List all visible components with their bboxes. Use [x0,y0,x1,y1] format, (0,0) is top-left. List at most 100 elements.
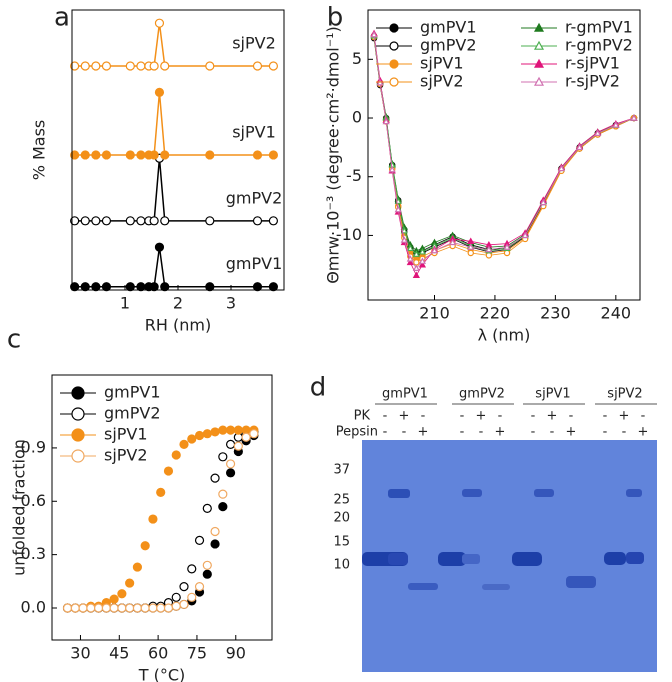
marker [218,452,228,462]
marker [268,150,278,160]
legend-label: sjPV2 [420,72,464,91]
marker [205,282,215,292]
marker [80,61,90,71]
marker [149,216,159,226]
marker [430,246,439,254]
marker [205,150,215,160]
sign: - [479,425,484,440]
marker [156,603,166,613]
row-label: Pepsin [336,425,378,440]
marker [101,603,111,613]
legend-label: gmPV1 [104,383,161,402]
marker [205,216,215,226]
marker [388,165,396,173]
x-tick-label: 30 [70,644,90,663]
marker [225,459,236,469]
x-tick-label: 240 [601,304,632,323]
marker [91,61,101,71]
plot-frame [51,374,273,641]
x-axis-label: λ (nm) [478,326,531,345]
marker [171,450,181,460]
plot-frame [71,9,285,291]
x-tick-label: 75 [187,644,207,663]
marker [412,250,420,257]
marker [160,61,170,71]
band [408,583,438,590]
band [462,489,482,497]
marker [630,114,638,121]
band [512,552,542,566]
marker [80,216,90,226]
marker [210,473,220,483]
sign: - [460,425,465,440]
mw-marker: 20 [333,511,350,526]
marker [539,198,547,206]
sign: - [460,409,465,424]
marker [101,282,112,292]
marker [210,427,220,437]
x-tick-label: 60 [148,644,168,663]
legend-label: sjPV2 [104,446,148,465]
x-tick-label: 90 [226,644,246,663]
sign: + [619,409,630,424]
series-label: sjPV1 [232,122,276,141]
marker [179,599,189,610]
marker [370,30,378,38]
marker [389,59,399,69]
marker [149,61,159,71]
marker [71,428,85,442]
lane-group-label: gmPV1 [382,387,428,402]
sign: - [383,425,388,440]
lane-group-label: sjPV2 [607,387,642,402]
marker [187,564,197,574]
marker [160,216,170,226]
marker [406,258,414,266]
marker [117,603,127,613]
marker [467,237,475,244]
x-tick-label: 210 [419,304,450,323]
marker [109,594,119,604]
marker [202,569,212,579]
band [462,554,480,564]
sign: - [622,425,627,440]
series-label: gmPV1 [226,254,283,273]
marker [163,466,174,476]
marker [467,243,475,250]
legend-label: sjPV1 [104,425,148,444]
marker [154,87,165,97]
marker [80,282,90,292]
x-tick-label: 3 [226,294,236,313]
x-tick-label: 1 [120,294,130,313]
marker [205,61,215,71]
marker [382,117,390,125]
series-label: gmPV2 [226,188,283,207]
marker [86,603,96,613]
marker [149,150,159,160]
row-label: PK [354,409,371,424]
marker [171,601,181,611]
sign: + [638,425,649,440]
y-tick-label: 0.0 [21,597,46,616]
x-axis-label: T (°C) [138,666,186,682]
panel-label: b [327,3,344,33]
marker [557,164,566,172]
sign: + [495,425,506,440]
sign: + [476,409,487,424]
legend-label: gmPV2 [104,404,161,423]
lane-group-label: gmPV2 [459,387,505,402]
y-tick-label: -5 [346,166,362,185]
panel-label: a [54,3,70,33]
band [438,552,466,566]
band [388,489,410,498]
marker [594,129,602,136]
marker [91,282,101,292]
x-tick-label: 220 [480,304,511,323]
marker [117,589,127,599]
marker [406,244,414,252]
marker [412,264,420,271]
marker [418,257,427,264]
marker [194,582,205,592]
marker [268,216,278,226]
